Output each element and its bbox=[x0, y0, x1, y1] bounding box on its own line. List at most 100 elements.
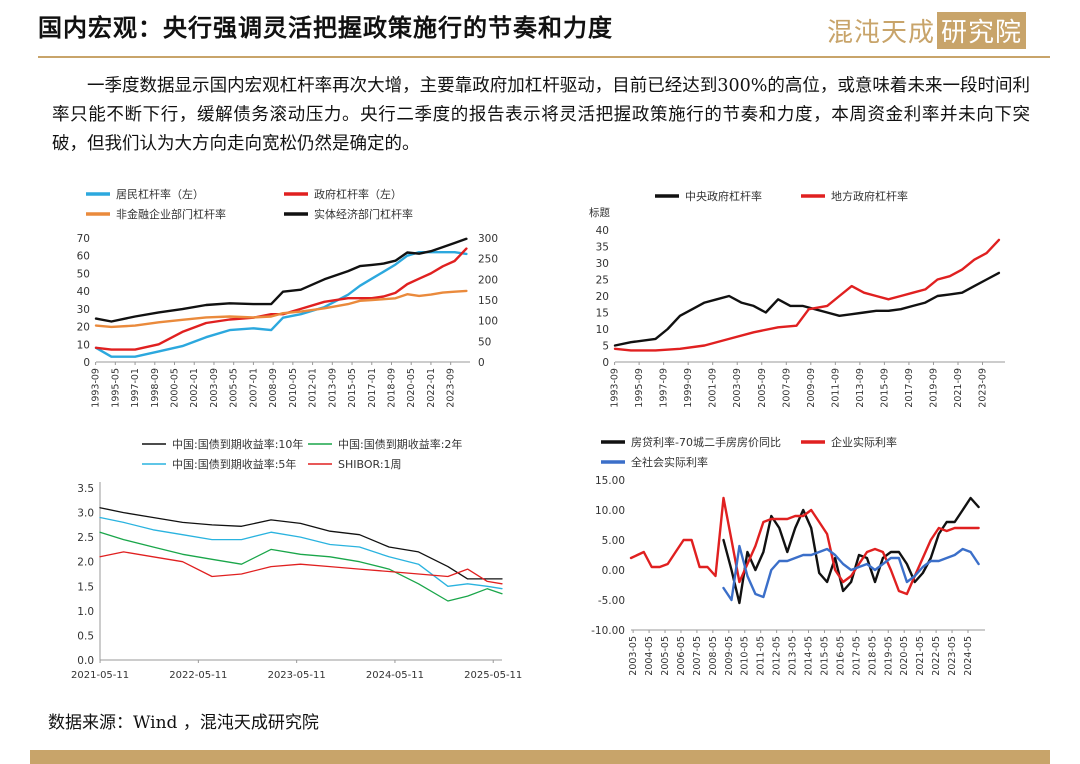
x-tick-label: 2017-01 bbox=[367, 368, 378, 408]
x-tick-label: 2005-05 bbox=[660, 636, 671, 676]
x-tick-label: 2006-05 bbox=[676, 636, 687, 676]
x-tick-label: 2018-09 bbox=[386, 368, 397, 408]
x-tick-label: 2015-05 bbox=[347, 368, 358, 408]
y-tick-label: 0.5 bbox=[77, 630, 94, 642]
legend-label: 政府杠杆率（左） bbox=[314, 187, 402, 201]
series-line bbox=[94, 237, 468, 323]
x-tick-label: 1997-09 bbox=[659, 368, 670, 408]
y-tick-label: 20 bbox=[596, 291, 609, 303]
x-tick-label: 2015-09 bbox=[879, 368, 890, 408]
y-tick-label: 0.00 bbox=[602, 565, 625, 577]
x-tick-label: 2009-09 bbox=[806, 368, 817, 408]
x-tick-label: 2024-05-11 bbox=[366, 670, 424, 681]
x-tick-label: 2011-05 bbox=[756, 636, 767, 676]
leverage-by-sector-chart: 0 10 20 30 40 50 60 70 0 50 100 150 200 250 300 1993-09… bbox=[77, 187, 498, 408]
legend-label: 实体经济部门杠杆率 bbox=[314, 207, 413, 221]
y-tick-label: 30 bbox=[77, 304, 90, 316]
y-tick-label: 30 bbox=[596, 258, 609, 270]
x-tick-label: 2014-05 bbox=[804, 636, 815, 676]
legend-label: 房贷利率-70城二手房房价同比 bbox=[631, 435, 781, 449]
y-tick-label: 1.5 bbox=[77, 581, 94, 593]
y-right-tick-label: 250 bbox=[478, 254, 498, 266]
y-right-tick-label: 100 bbox=[478, 316, 498, 328]
x-tick-label: 2013-05 bbox=[788, 636, 799, 676]
x-tick-label: 2021-05 bbox=[915, 636, 926, 676]
x-tick-label: 2020-05 bbox=[899, 636, 910, 676]
y-tick-label: 70 bbox=[77, 233, 90, 245]
x-tick-label: 2017-05 bbox=[851, 636, 862, 676]
series-line bbox=[99, 551, 503, 585]
legend-label: 地方政府杠杆率 bbox=[831, 189, 908, 203]
x-tick-label: 2003-09 bbox=[732, 368, 743, 408]
y-tick-label: 25 bbox=[596, 275, 609, 287]
y-right-tick-label: 150 bbox=[478, 295, 498, 307]
y-tick-label: 1.0 bbox=[77, 606, 94, 618]
logo-text: 混沌天成 bbox=[826, 18, 935, 48]
x-tick-label: 2015-05 bbox=[819, 636, 830, 676]
x-tick-label: 2013-09 bbox=[855, 368, 866, 408]
x-tick-label: 1993-09 bbox=[91, 368, 102, 408]
logo-box-text: 研究院 bbox=[936, 12, 1026, 49]
y-tick-label: 0 bbox=[83, 357, 90, 369]
intro-paragraph: 一季度数据显示国内宏观杠杆率再次大增，主要靠政府加杠杆驱动，目前已经达到300%… bbox=[52, 76, 1030, 154]
x-tick-label: 2025-05-11 bbox=[464, 670, 522, 681]
x-tick-label: 2008-05 bbox=[708, 636, 719, 676]
y-tick-label: 5.00 bbox=[602, 535, 625, 547]
legend-label: 中国:国债到期收益率:10年 bbox=[172, 437, 303, 451]
x-tick-label: 1997-01 bbox=[130, 368, 141, 408]
series-line bbox=[94, 289, 468, 329]
x-tick-label: 1995-05 bbox=[110, 368, 121, 408]
x-tick-label: 2009-05 bbox=[724, 636, 735, 676]
x-tick-label: 2021-09 bbox=[953, 368, 964, 408]
real-interest-rate-chart: -10.00 -5.00 0.00 5.00 10.00 15.00 2003-05 2004… bbox=[591, 435, 985, 676]
series-line bbox=[629, 496, 980, 596]
legend-label: 全社会实际利率 bbox=[631, 455, 708, 469]
series-line bbox=[94, 250, 468, 358]
x-tick-label: 2019-05 bbox=[883, 636, 894, 676]
x-tick-label: 2007-01 bbox=[248, 368, 259, 408]
x-tick-label: 2012-05 bbox=[772, 636, 783, 676]
y-axis-label: 标题 bbox=[589, 207, 610, 219]
x-tick-label: 2004-05 bbox=[644, 636, 655, 676]
y-tick-label: 10 bbox=[596, 324, 609, 336]
x-tick-label: 2012-01 bbox=[308, 368, 319, 408]
bond-yield-chart: 0.0 0.5 1.0 1.5 2.0 2.5 3.0 3.5 2021-05-11 2022-0… bbox=[71, 437, 522, 681]
x-tick-label: 2016-05 bbox=[835, 636, 846, 676]
x-tick-label: 2013-09 bbox=[327, 368, 338, 408]
y-tick-label: 40 bbox=[77, 286, 90, 298]
y-tick-label: 40 bbox=[596, 225, 609, 237]
government-leverage-chart: 0 5 10 15 20 25 30 35 40 标题 1993-09 1995-09 1997-09 1… bbox=[589, 189, 1005, 408]
x-tick-label: 2000-05 bbox=[170, 368, 181, 408]
x-tick-label: 2010-05 bbox=[740, 636, 751, 676]
x-tick-label: 2002-01 bbox=[189, 368, 200, 408]
header-divider bbox=[38, 56, 1050, 58]
series-line bbox=[722, 544, 980, 602]
x-tick-label: 2023-05 bbox=[947, 636, 958, 676]
x-tick-label: 2020-05 bbox=[406, 368, 417, 408]
x-tick-label: 2008-09 bbox=[268, 368, 279, 408]
x-tick-label: 2019-09 bbox=[928, 368, 939, 408]
x-tick-label: 2017-09 bbox=[904, 368, 915, 408]
y-right-tick-label: 200 bbox=[478, 274, 498, 286]
x-tick-label: 1998-09 bbox=[150, 368, 161, 408]
y-tick-label: 10 bbox=[77, 339, 90, 351]
x-tick-label: 2018-05 bbox=[867, 636, 878, 676]
legend-label: SHIBOR:1周 bbox=[338, 458, 402, 471]
series-line bbox=[722, 496, 980, 605]
y-right-tick-label: 300 bbox=[478, 233, 498, 245]
data-source: 数据来源：Wind ，混沌天成研究院 bbox=[48, 713, 319, 733]
x-tick-label: 2021-05-11 bbox=[71, 670, 129, 681]
brand-logo: 混沌天成 研究院 bbox=[827, 12, 1026, 49]
series-line bbox=[613, 238, 1001, 352]
y-tick-label: 15 bbox=[596, 308, 609, 320]
x-tick-label: 2001-09 bbox=[708, 368, 719, 408]
y-tick-label: 15.00 bbox=[595, 475, 625, 487]
x-tick-label: 2022-05-11 bbox=[169, 670, 227, 681]
y-tick-label: 60 bbox=[77, 251, 90, 263]
series-line bbox=[613, 271, 1001, 347]
legend-label: 中央政府杠杆率 bbox=[685, 189, 762, 203]
legend-label: 居民杠杆率（左） bbox=[116, 187, 204, 201]
y-tick-label: 10.00 bbox=[595, 505, 625, 517]
x-tick-label: 2024-05 bbox=[963, 636, 974, 676]
x-tick-label: 2023-05-11 bbox=[268, 670, 326, 681]
